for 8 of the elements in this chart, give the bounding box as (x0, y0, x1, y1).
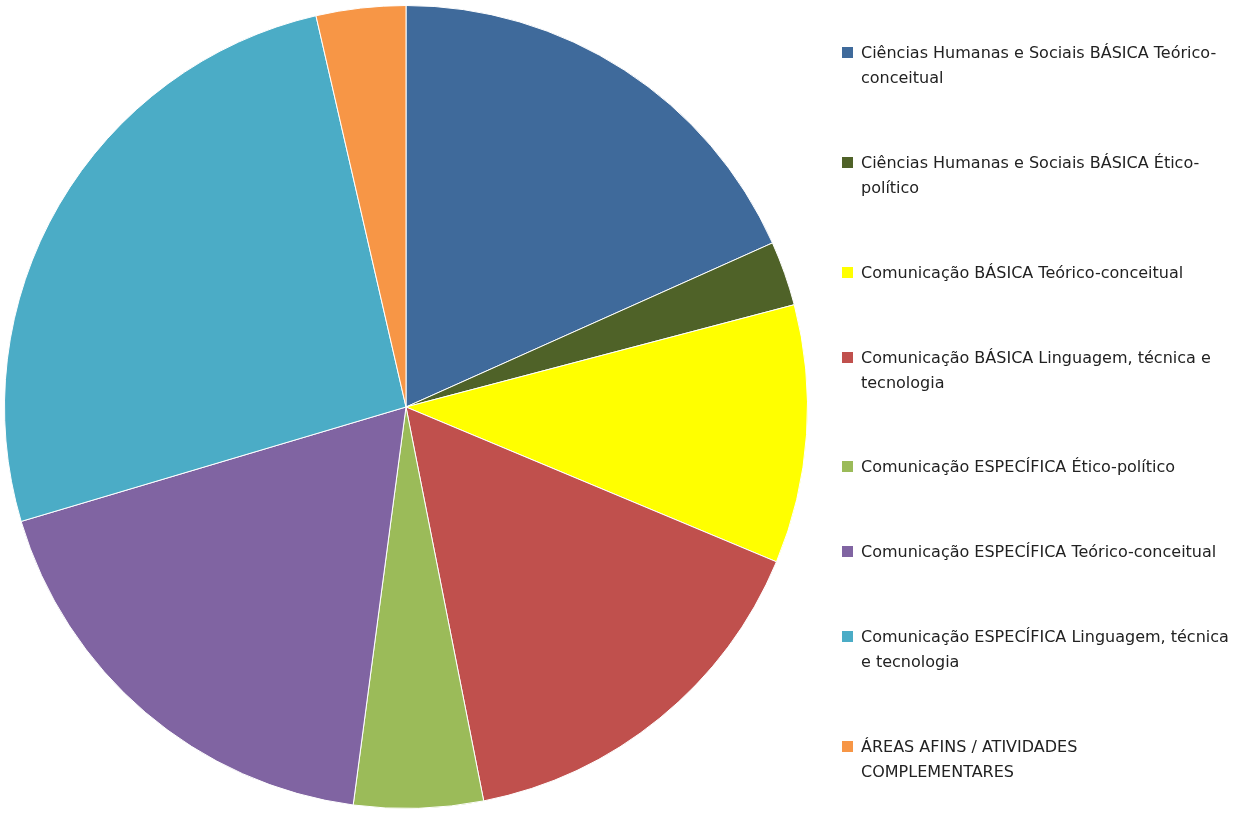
legend-label: Comunicação BÁSICA Linguagem, técnica e tecnologia (861, 346, 1212, 394)
legend-label: Ciências Humanas e Sociais BÁSICA Teórico- conceitual (861, 41, 1218, 89)
legend-label: Comunicação ESPECÍFICA Ético-político (861, 456, 1176, 479)
legend-label: Comunicação BÁSICA Teórico-conceitual (861, 261, 1185, 284)
legend-label: Comunicação ESPECÍFICA Linguagem, técnica e tecnologia (861, 626, 1230, 674)
legend-label: ÁREAS AFINS / ATIVIDADES COMPLEMENTARES (861, 736, 1079, 784)
legend-label: Comunicação ESPECÍFICA Teórico-conceitual (861, 541, 1218, 564)
legend-label: Ciências Humanas e Sociais BÁSICA Ético-político (861, 151, 1201, 199)
